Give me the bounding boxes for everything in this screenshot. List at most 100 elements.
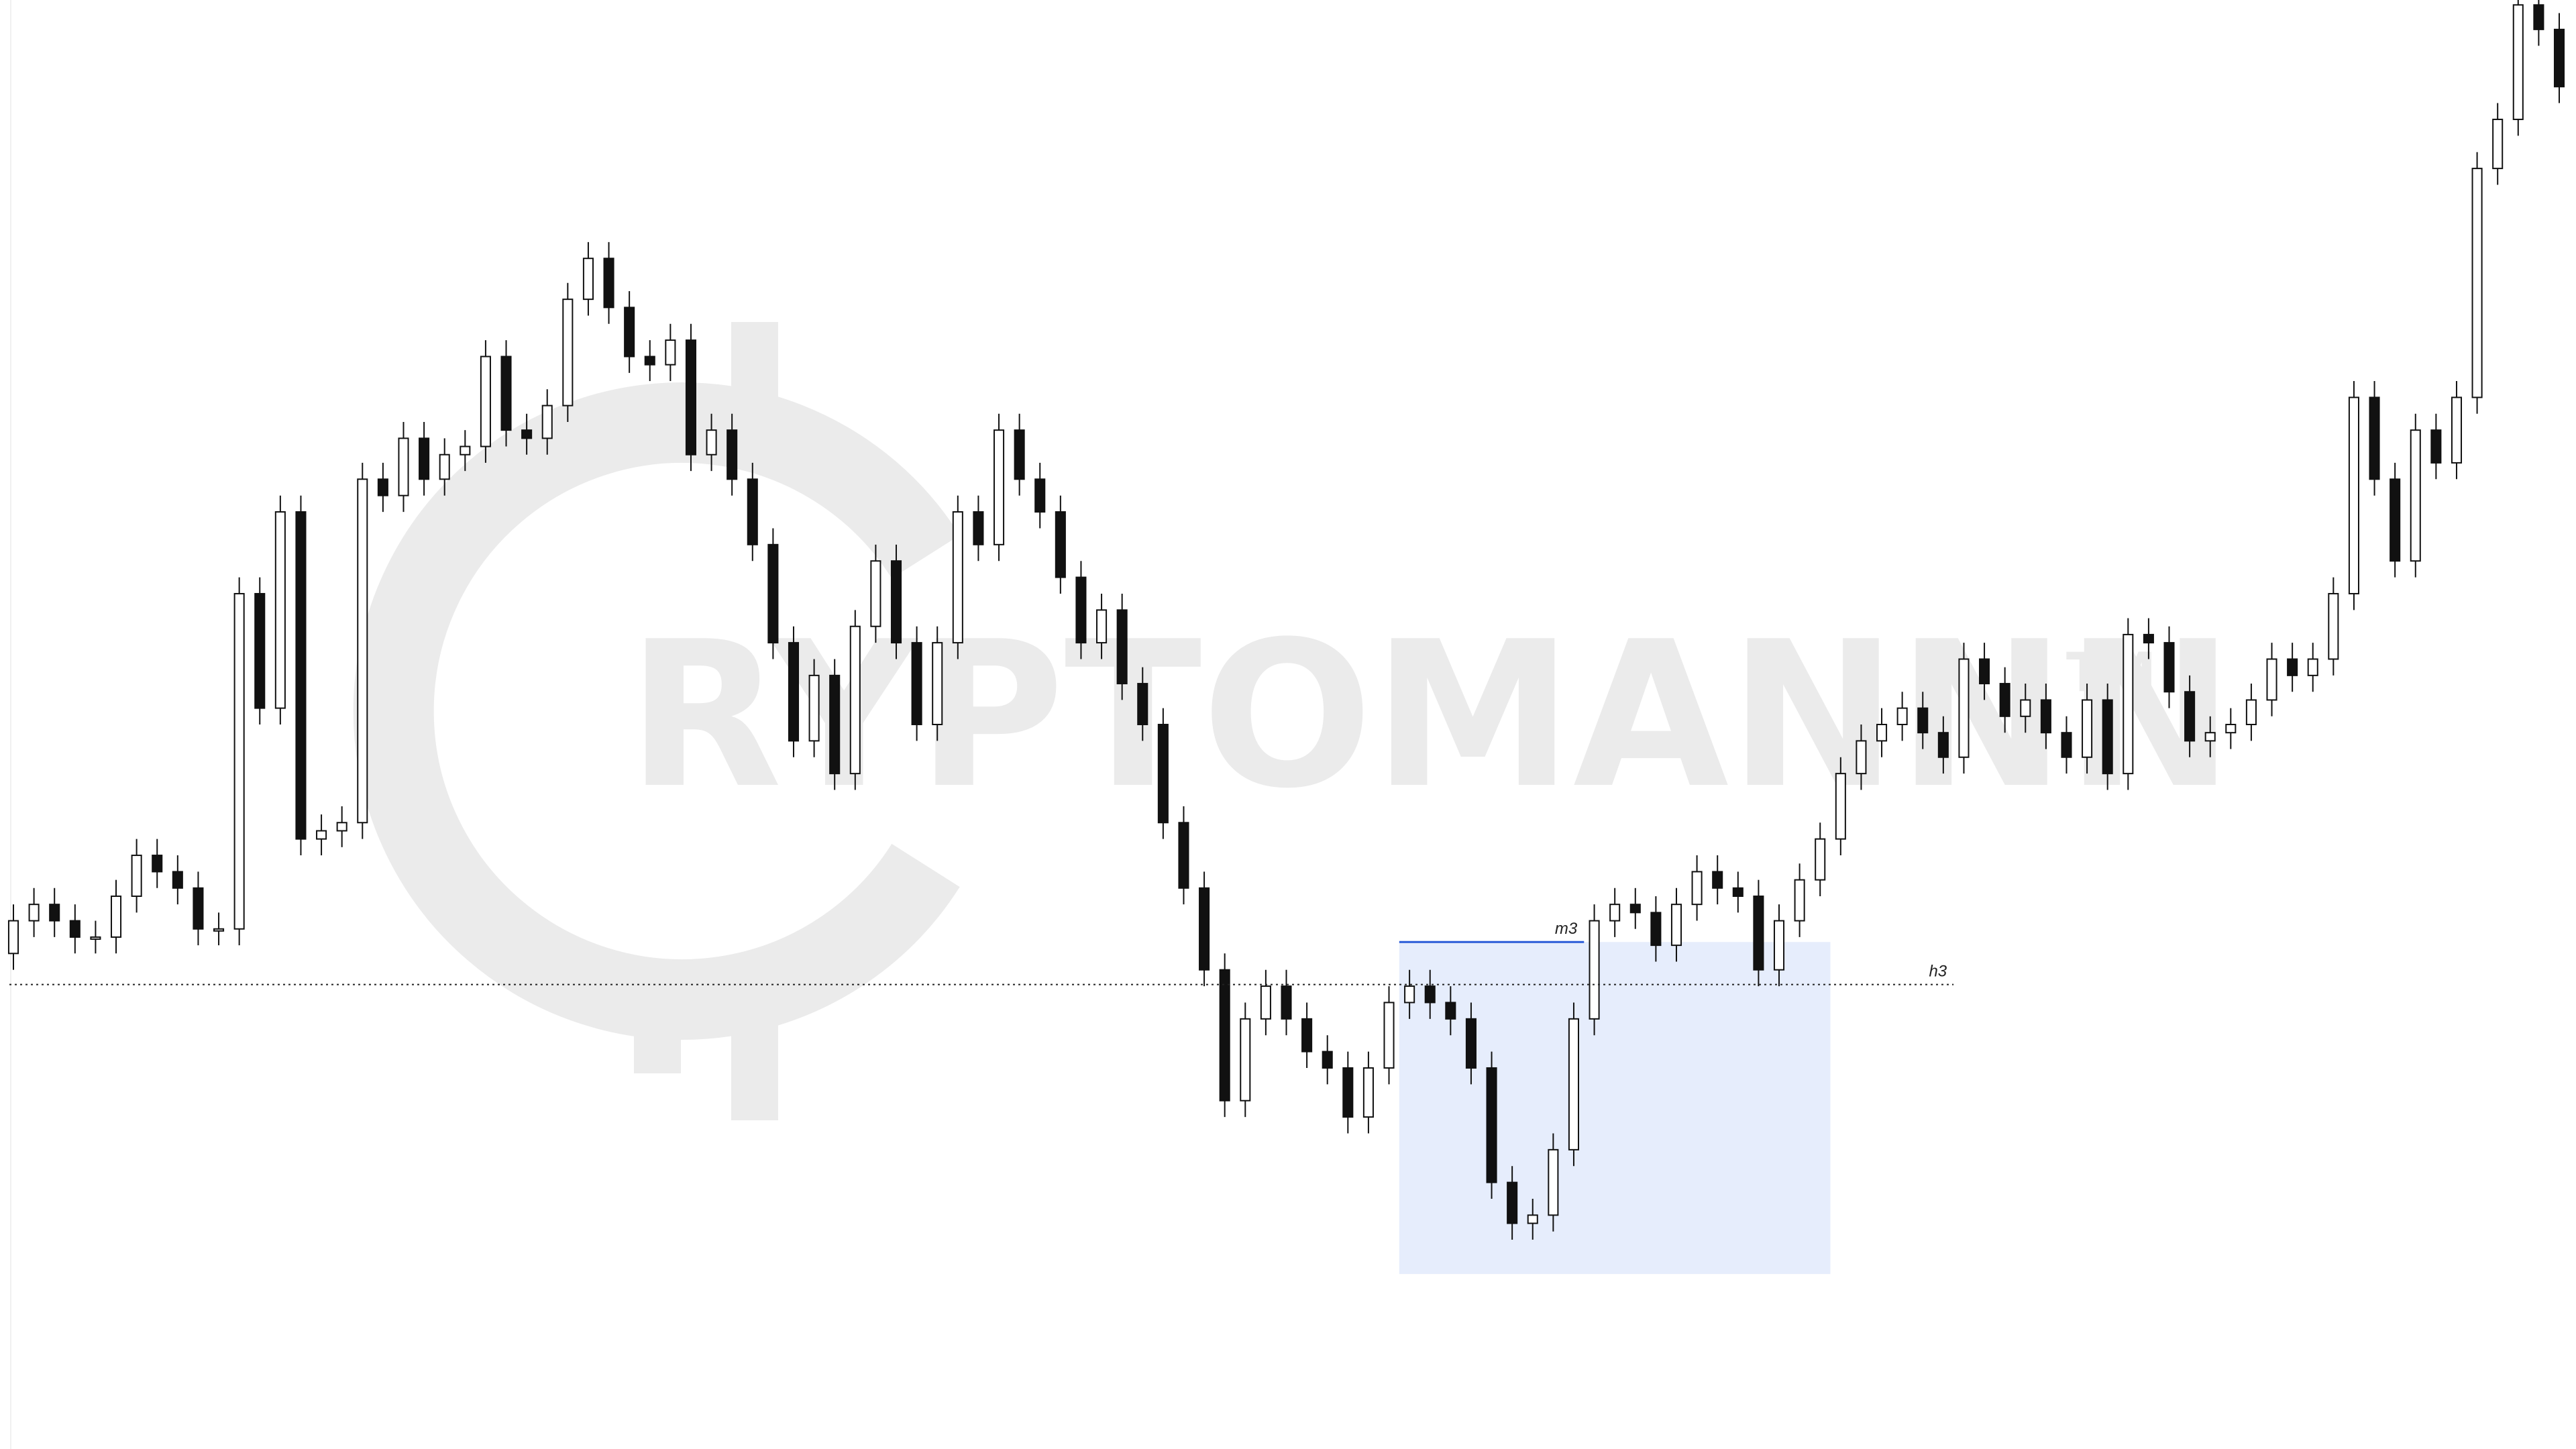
candle-body: [1281, 985, 1292, 1020]
candle-body: [2184, 691, 2196, 742]
candle-body: [295, 511, 307, 840]
candle-body: [1753, 895, 1764, 971]
candle-body: [1465, 1018, 1477, 1069]
candle-body: [152, 855, 163, 873]
candle-body: [890, 560, 902, 644]
watermark-text: RYPTOMANNN: [627, 598, 2234, 833]
candle-body: [767, 543, 779, 644]
candle-body: [665, 339, 676, 366]
candle-body: [28, 904, 40, 922]
candle-body: [69, 920, 80, 938]
candle-body: [1773, 920, 1785, 971]
candle-body: [1732, 887, 1743, 897]
candle-body: [1445, 1002, 1456, 1020]
candle-body: [1055, 511, 1066, 578]
candle-body: [2163, 642, 2175, 693]
candle-body: [1629, 904, 1641, 914]
candle-body: [1794, 879, 1805, 922]
candle-body: [460, 445, 471, 455]
candle-body: [1917, 707, 1929, 734]
candle-body: [2553, 28, 2565, 88]
candle-body: [562, 299, 574, 407]
candle-body: [131, 855, 142, 897]
candle-body: [2533, 4, 2544, 30]
candle-body: [911, 642, 922, 725]
candle-body: [2020, 699, 2031, 717]
candle-body: [2451, 396, 2463, 464]
candle-body: [2143, 633, 2154, 644]
candle-body: [870, 560, 881, 627]
candle-body: [357, 478, 368, 824]
candle-body: [1157, 724, 1169, 824]
candle-body: [1815, 838, 1826, 881]
candle-body: [2061, 732, 2072, 758]
candle-body: [2123, 633, 2134, 775]
candle-body: [521, 429, 533, 439]
candle-body: [1116, 609, 1128, 685]
candle-body: [1999, 683, 2010, 717]
candle-body: [727, 429, 738, 480]
candle-body: [1589, 920, 1600, 1020]
zone: [1399, 942, 1831, 1275]
candle-body: [316, 830, 327, 840]
candle-body: [1896, 707, 1908, 725]
candle-body: [1712, 871, 1723, 889]
candle-body: [336, 822, 347, 832]
watermark-mark: TM: [2066, 641, 2156, 704]
candle-body: [644, 356, 655, 366]
candle-body: [2471, 168, 2483, 398]
candle-body: [808, 674, 820, 742]
candle-body: [90, 936, 101, 940]
candle-body: [1835, 773, 1846, 840]
candle-body: [1527, 1214, 1538, 1224]
candle-body: [2492, 118, 2504, 170]
candle-body: [1937, 732, 1949, 758]
candle-body: [2369, 396, 2380, 480]
candle-body: [849, 625, 861, 775]
candle-body: [1322, 1051, 1333, 1069]
candle-body: [480, 356, 491, 447]
candle-body: [49, 904, 60, 922]
candle-body: [110, 895, 122, 938]
candle-body: [1958, 658, 1970, 758]
candle-body: [829, 674, 841, 775]
candle-body: [1876, 724, 1888, 742]
candle-body: [2287, 658, 2298, 676]
candle-body: [274, 511, 286, 709]
candle-body: [1548, 1148, 1559, 1216]
candle-body: [1691, 871, 1703, 906]
candle-body: [2204, 732, 2216, 742]
watermark-bar: [731, 322, 778, 463]
candle-body: [398, 437, 409, 496]
candle-body: [1568, 1018, 1580, 1150]
candle-body: [254, 592, 266, 709]
watermark-bar: [634, 966, 681, 1073]
candle-body: [1670, 904, 1682, 947]
candle-body: [1301, 1018, 1313, 1053]
candle-body: [2512, 4, 2524, 120]
level-label: m3: [1555, 920, 1578, 938]
candle-body: [1404, 985, 1415, 1004]
candle-body: [932, 642, 943, 725]
candle-body: [1342, 1067, 1354, 1118]
candle-body: [2328, 592, 2339, 660]
candle-body: [2225, 724, 2237, 734]
candle-layer: [7, 0, 2565, 1240]
candle-body: [624, 307, 635, 358]
candle-body: [2307, 658, 2318, 676]
candle-body: [973, 511, 984, 545]
candle-body: [1014, 429, 1025, 480]
candle-body: [788, 642, 800, 742]
candle-body: [1383, 1002, 1395, 1069]
candle-body: [1240, 1018, 1251, 1102]
candle-body: [1034, 478, 1046, 513]
candle-body: [1650, 912, 1662, 947]
level-layer: m3 h3: [9, 920, 1954, 985]
candle-body: [685, 339, 696, 455]
candle-body: [2348, 396, 2359, 594]
candle-body: [1075, 576, 1087, 644]
candle-body: [582, 258, 594, 301]
candle-body: [2102, 699, 2113, 775]
candle-body: [439, 453, 450, 480]
